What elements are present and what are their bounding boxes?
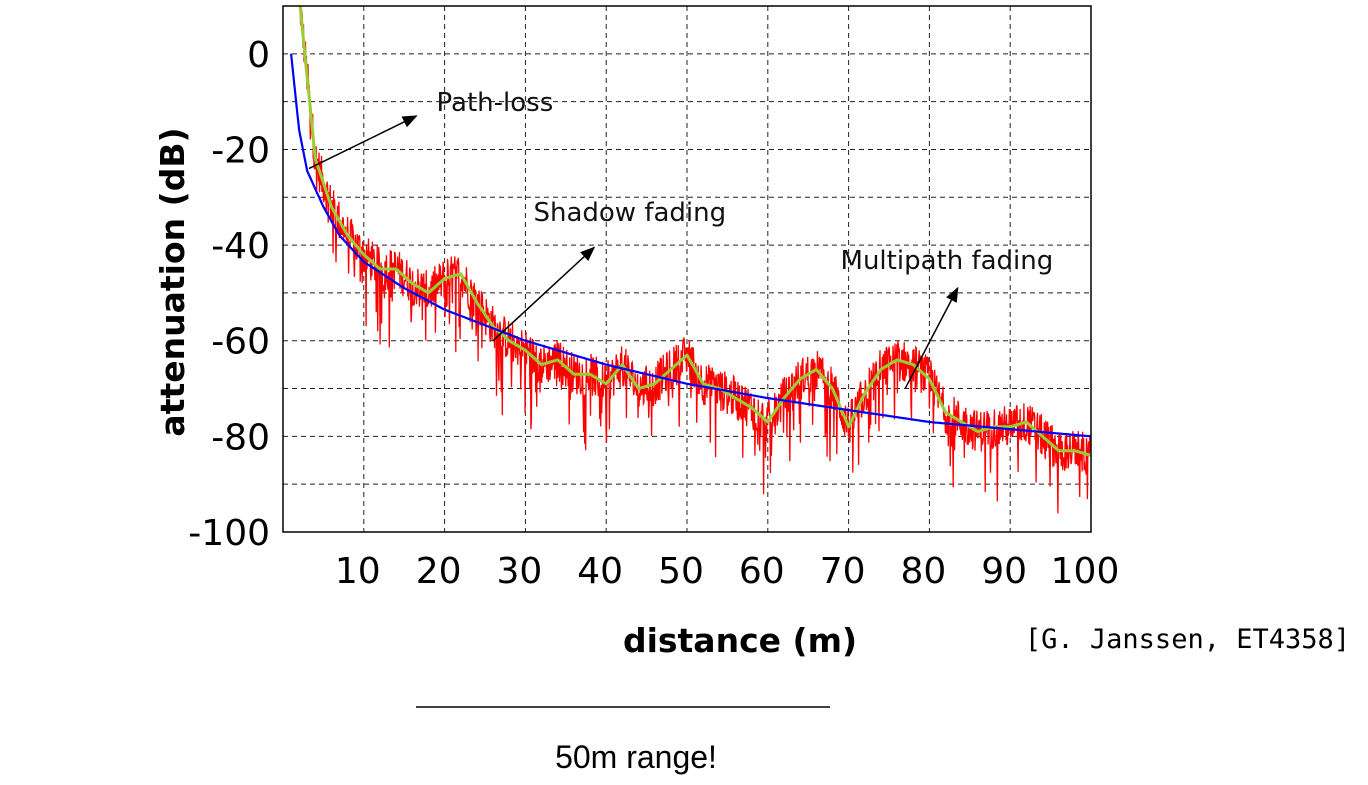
series-multipath <box>299 6 1091 514</box>
y-tick-label: -100 <box>188 513 270 554</box>
series-pathloss <box>290 53 1091 438</box>
y-tick-label: -80 <box>211 417 270 458</box>
y-axis-label: attenuation (dB) <box>153 127 192 436</box>
x-tick-label: 10 <box>335 551 381 592</box>
citation: [G. Janssen, ET4358] <box>1025 624 1350 655</box>
annotation-label: Multipath fading <box>841 246 1054 276</box>
plot-frame <box>282 5 1092 533</box>
x-tick-label: 50 <box>658 551 704 592</box>
x-tick-label: 90 <box>981 551 1027 592</box>
x-axis-label: distance (m) <box>623 621 857 660</box>
x-tick-label: 100 <box>1051 551 1120 592</box>
annotation-label: Path-loss <box>437 88 554 118</box>
x-tick-label: 70 <box>820 551 866 592</box>
annotation-arrow <box>904 286 959 389</box>
series-layer <box>290 6 1091 514</box>
range-note: 50m range! <box>555 739 717 775</box>
x-tick-labels: 10 20 30 40 50 60 70 80 90 100 <box>335 551 1119 592</box>
annotation-arrow <box>492 246 596 342</box>
annotations: Path-loss Shadow fading Multipath fading <box>308 88 1054 389</box>
y-tick-label: -60 <box>211 322 270 363</box>
annotation-label: Shadow fading <box>533 198 726 228</box>
annotation-arrow <box>308 115 418 170</box>
y-tick-label: -40 <box>211 226 270 267</box>
x-tick-label: 40 <box>577 551 623 592</box>
y-tick-labels: 0 -20 -40 -60 -80 -100 <box>188 35 270 554</box>
x-tick-label: 80 <box>900 551 946 592</box>
y-tick-label: 0 <box>247 35 270 76</box>
x-tick-label: 60 <box>739 551 785 592</box>
y-tick-label: -20 <box>211 130 270 171</box>
x-tick-label: 20 <box>416 551 462 592</box>
series-shadow <box>298 6 1091 457</box>
x-tick-label: 30 <box>496 551 542 592</box>
